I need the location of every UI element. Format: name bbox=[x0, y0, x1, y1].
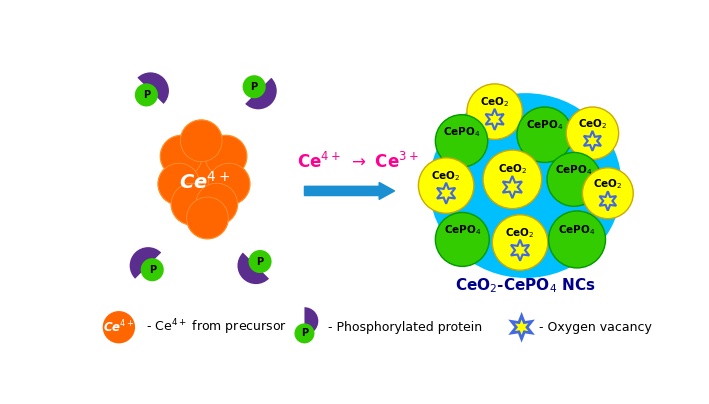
Text: - Oxygen vacancy: - Oxygen vacancy bbox=[539, 321, 652, 334]
Text: CePO$_4$: CePO$_4$ bbox=[444, 223, 481, 237]
Circle shape bbox=[294, 323, 315, 343]
Text: CeO$_2$: CeO$_2$ bbox=[432, 169, 461, 183]
Circle shape bbox=[547, 152, 601, 206]
Circle shape bbox=[435, 213, 489, 266]
Ellipse shape bbox=[429, 93, 622, 278]
Text: - Phosphorylated protein: - Phosphorylated protein bbox=[328, 321, 481, 334]
Circle shape bbox=[186, 197, 228, 239]
Wedge shape bbox=[304, 307, 318, 335]
Text: CeO$_2$: CeO$_2$ bbox=[578, 117, 607, 131]
Text: Ce$^{4+}$: Ce$^{4+}$ bbox=[179, 171, 230, 193]
FancyArrow shape bbox=[304, 183, 394, 200]
Text: P: P bbox=[149, 265, 156, 275]
Circle shape bbox=[204, 135, 247, 178]
Text: CePO$_4$: CePO$_4$ bbox=[555, 163, 593, 177]
Circle shape bbox=[205, 135, 247, 177]
Polygon shape bbox=[600, 191, 616, 210]
Text: P: P bbox=[301, 328, 308, 339]
Circle shape bbox=[517, 107, 572, 162]
Text: - Ce$^{4+}$ from precursor: - Ce$^{4+}$ from precursor bbox=[146, 318, 287, 337]
Circle shape bbox=[248, 250, 272, 273]
Circle shape bbox=[196, 183, 238, 225]
Circle shape bbox=[170, 183, 213, 225]
Text: P: P bbox=[257, 257, 264, 267]
Circle shape bbox=[172, 183, 213, 225]
Polygon shape bbox=[437, 183, 455, 204]
Circle shape bbox=[184, 157, 225, 199]
Circle shape bbox=[418, 158, 474, 213]
Wedge shape bbox=[245, 78, 277, 109]
Circle shape bbox=[467, 84, 523, 139]
Circle shape bbox=[186, 197, 228, 239]
Circle shape bbox=[196, 183, 238, 225]
Text: CePO$_4$: CePO$_4$ bbox=[559, 223, 596, 237]
Circle shape bbox=[179, 119, 223, 162]
Circle shape bbox=[160, 135, 202, 177]
Circle shape bbox=[186, 196, 229, 240]
Polygon shape bbox=[486, 109, 504, 130]
Circle shape bbox=[157, 162, 201, 206]
Text: CePO$_4$: CePO$_4$ bbox=[443, 125, 480, 139]
Text: CeO$_2$: CeO$_2$ bbox=[480, 95, 509, 109]
Polygon shape bbox=[511, 240, 529, 261]
Circle shape bbox=[566, 107, 619, 159]
Circle shape bbox=[181, 120, 222, 162]
Circle shape bbox=[435, 115, 488, 167]
Text: P: P bbox=[143, 90, 150, 100]
Circle shape bbox=[582, 168, 633, 219]
Wedge shape bbox=[138, 72, 169, 104]
Circle shape bbox=[483, 150, 542, 208]
Circle shape bbox=[205, 135, 247, 177]
Circle shape bbox=[158, 163, 200, 205]
Text: CeO$_2$: CeO$_2$ bbox=[593, 177, 623, 191]
Text: CePO$_4$: CePO$_4$ bbox=[526, 119, 564, 133]
Circle shape bbox=[208, 163, 250, 205]
Text: P: P bbox=[250, 82, 258, 92]
Wedge shape bbox=[130, 247, 161, 279]
Circle shape bbox=[140, 258, 164, 281]
Circle shape bbox=[183, 156, 226, 200]
Wedge shape bbox=[238, 252, 269, 284]
Text: CeO$_2$-CePO$_4$ NCs: CeO$_2$-CePO$_4$ NCs bbox=[455, 276, 596, 295]
Circle shape bbox=[184, 157, 225, 199]
Polygon shape bbox=[503, 176, 522, 198]
Text: CeO$_2$: CeO$_2$ bbox=[506, 226, 535, 240]
Circle shape bbox=[195, 183, 238, 225]
Circle shape bbox=[242, 75, 266, 98]
Circle shape bbox=[160, 135, 202, 177]
Circle shape bbox=[158, 163, 200, 205]
Circle shape bbox=[492, 215, 548, 270]
Circle shape bbox=[181, 120, 222, 162]
Circle shape bbox=[160, 135, 203, 178]
Polygon shape bbox=[584, 131, 601, 151]
Text: Ce$^{4+}$ $\rightarrow$ Ce$^{3+}$: Ce$^{4+}$ $\rightarrow$ Ce$^{3+}$ bbox=[297, 152, 418, 173]
Circle shape bbox=[172, 183, 213, 225]
Circle shape bbox=[549, 211, 605, 268]
Text: Ce$^{4+}$: Ce$^{4+}$ bbox=[103, 319, 135, 335]
Circle shape bbox=[103, 311, 135, 343]
Circle shape bbox=[135, 83, 158, 107]
Text: CeO$_2$: CeO$_2$ bbox=[498, 162, 527, 175]
Circle shape bbox=[208, 163, 250, 205]
Circle shape bbox=[208, 162, 250, 206]
Polygon shape bbox=[512, 316, 532, 339]
